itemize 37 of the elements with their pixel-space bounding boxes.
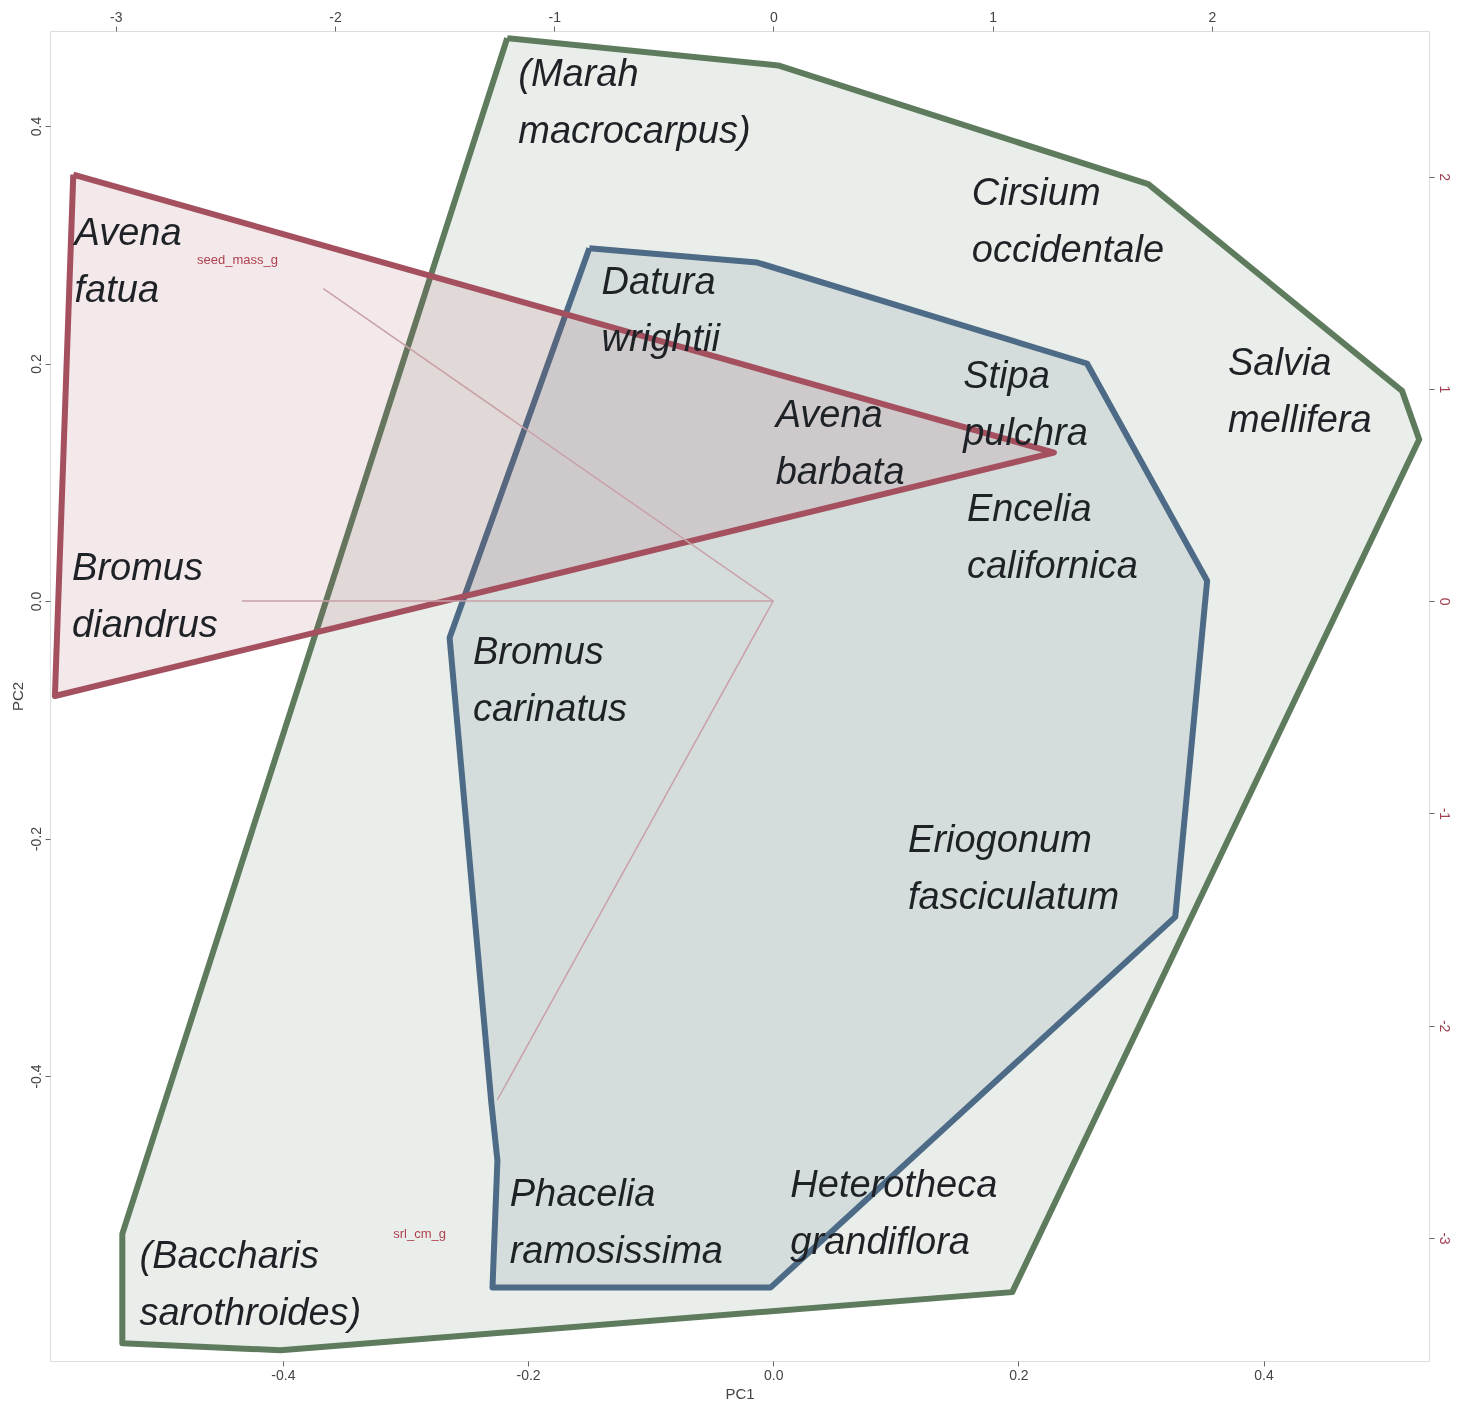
annotation: Bromus carinatus [472, 630, 628, 730]
x2-tick-label: -2 [329, 8, 342, 25]
x-tick-label: -0.4 [271, 1366, 296, 1383]
annotation: Avena fatua [72, 211, 182, 311]
annotation: srl_cm_g [393, 1226, 446, 1241]
annotation: seed_mass_g [197, 252, 279, 268]
annotation: Avena barbata [773, 392, 905, 492]
annotation: Encelia californica [966, 486, 1138, 586]
y2-tick-label: 0 [1436, 597, 1453, 606]
x-tick-label: 0.0 [763, 1366, 784, 1383]
y-tick-label: -0.4 [27, 1064, 44, 1089]
x2-tick-label: 2 [1208, 8, 1217, 25]
annotation: (Baccharis sarothroides) [139, 1233, 362, 1333]
annotation: Bromus diandrus [72, 545, 218, 645]
y-tick-label: -0.2 [27, 826, 44, 852]
annotation: Cirsium occidentale [971, 170, 1165, 270]
y2-tick-label: -1 [1436, 807, 1453, 821]
x2-tick-label: 0 [770, 8, 779, 25]
y-axis-title: PC2 [8, 681, 26, 712]
x2-tick-label: -1 [548, 8, 562, 25]
x2-tick-label: 1 [989, 8, 998, 25]
y2-tick-label: -2 [1436, 1019, 1453, 1033]
annotation: Phacelia ramosissima [509, 1171, 723, 1271]
annotation: (Marah macrocarpus) [518, 51, 751, 151]
y-tick-label: 0.0 [27, 591, 44, 612]
x-tick-label: 0.4 [1254, 1366, 1274, 1383]
annotation: Salvia mellifera [1227, 340, 1372, 440]
annotation: Eriogonum fasciculatum [908, 817, 1120, 917]
y-tick-label: 0.2 [27, 354, 44, 374]
y2-tick-label: -3 [1436, 1232, 1453, 1245]
x-tick-label: 0.2 [1009, 1366, 1029, 1383]
y2-tick-label: 2 [1436, 173, 1453, 182]
x-tick-label: -0.2 [516, 1366, 541, 1383]
x-axis-title: PC1 [725, 1384, 755, 1402]
y-tick-label: 0.4 [27, 116, 44, 137]
x2-tick-label: -3 [110, 8, 123, 25]
y2-tick-label: 1 [1436, 385, 1453, 394]
